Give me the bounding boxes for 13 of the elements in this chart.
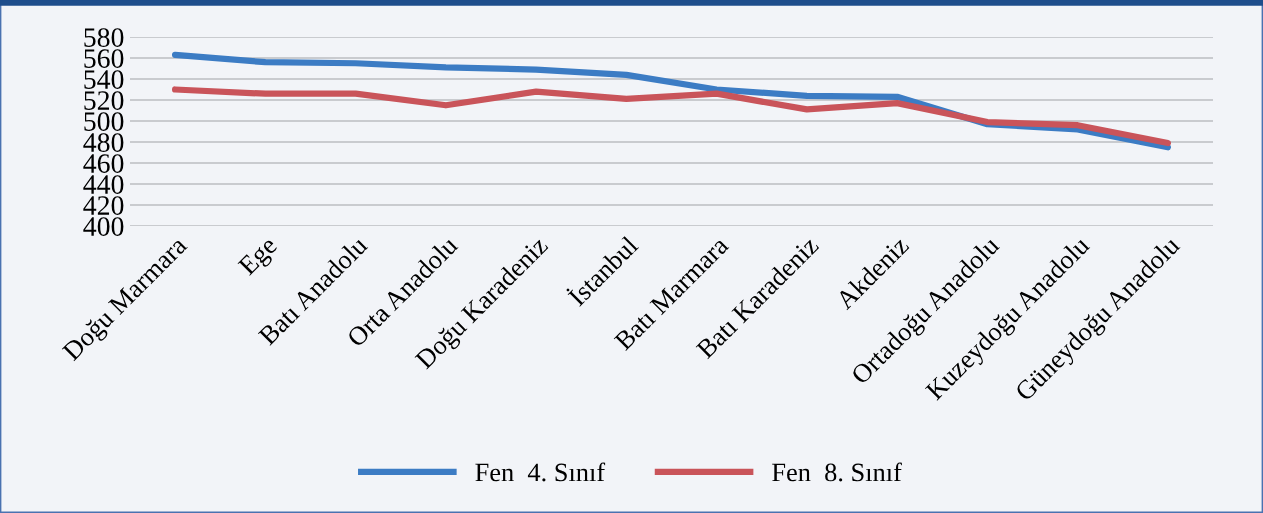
- x-tick-label: Ege: [237, 235, 282, 280]
- y-tick-label: 540: [84, 70, 124, 89]
- y-tick-label: 520: [84, 91, 124, 110]
- y-tick-label: 480: [83, 133, 124, 152]
- y-tick-label: 420: [83, 196, 124, 215]
- y-tick-label: 560: [84, 49, 124, 68]
- y-tick-label: 500: [84, 112, 124, 131]
- y-tick-label: 440: [83, 175, 124, 194]
- y-tick-label: 400: [83, 217, 124, 236]
- y-tick-label: 580: [84, 28, 124, 47]
- legend-label: Fen 8. Sınıf: [772, 462, 902, 482]
- legend-label: Fen 4. Sınıf: [475, 462, 606, 482]
- y-tick-label: 460: [83, 154, 124, 173]
